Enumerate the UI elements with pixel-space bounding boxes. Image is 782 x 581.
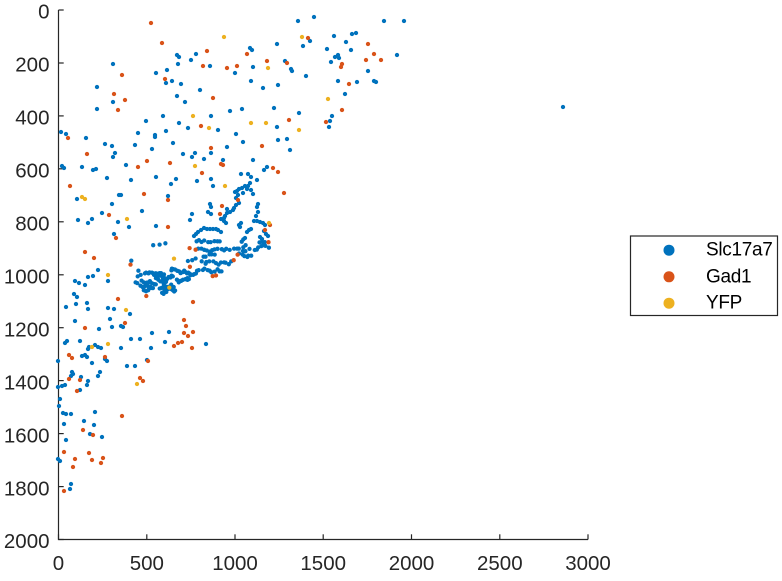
svg-text:2500: 2500 — [477, 552, 523, 575]
svg-text:3000: 3000 — [565, 552, 611, 575]
svg-text:Slc17a7: Slc17a7 — [706, 240, 773, 261]
svg-text:400: 400 — [15, 107, 49, 130]
svg-text:1600: 1600 — [4, 424, 50, 447]
svg-text:1000: 1000 — [4, 265, 50, 288]
svg-text:2000: 2000 — [4, 530, 50, 553]
svg-text:500: 500 — [130, 552, 164, 575]
svg-text:2000: 2000 — [389, 552, 435, 575]
svg-text:YFP: YFP — [706, 293, 742, 314]
svg-text:1400: 1400 — [4, 371, 50, 394]
svg-text:600: 600 — [15, 160, 49, 183]
svg-text:1800: 1800 — [4, 477, 50, 500]
svg-text:1000: 1000 — [212, 552, 258, 575]
svg-text:0: 0 — [53, 552, 64, 575]
svg-text:1500: 1500 — [300, 552, 346, 575]
svg-text:800: 800 — [15, 213, 49, 236]
svg-text:200: 200 — [15, 54, 49, 77]
svg-text:Gad1: Gad1 — [706, 266, 751, 287]
svg-text:0: 0 — [38, 1, 49, 24]
svg-text:1200: 1200 — [4, 318, 50, 341]
